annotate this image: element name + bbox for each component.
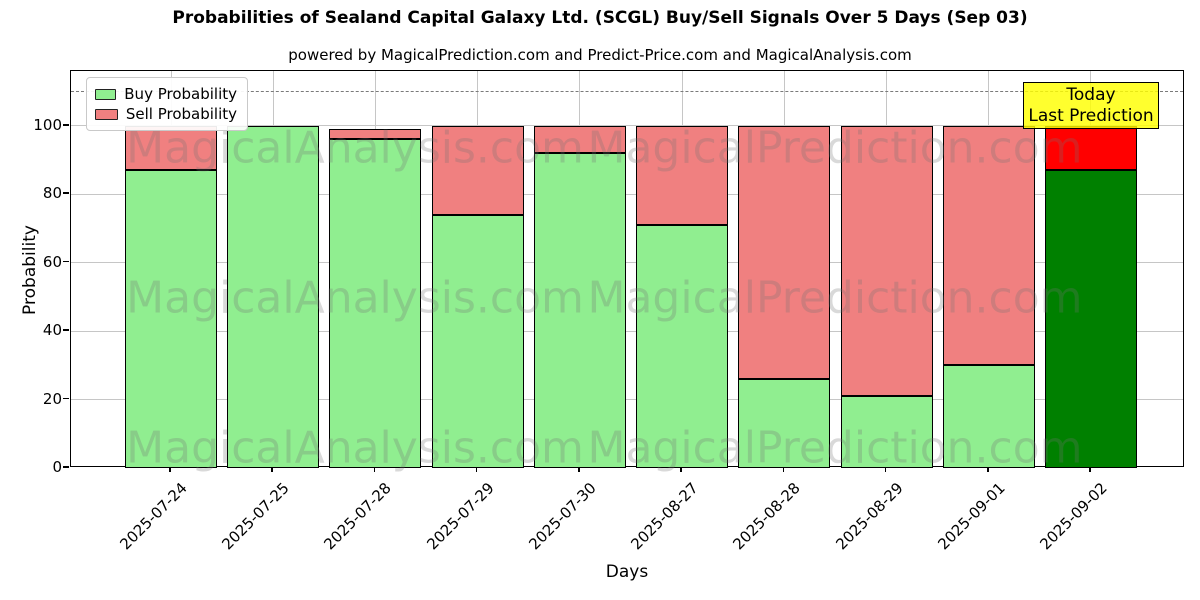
- bar-buy-segment: [227, 125, 320, 468]
- bar-buy-segment: [125, 170, 217, 468]
- y-gridline: [71, 262, 1183, 264]
- bar-buy-segment: [840, 396, 933, 468]
- bar-buy-segment-today: [1044, 170, 1137, 468]
- bar-buy-segment: [533, 153, 626, 468]
- plot-area: Buy Probability Sell Probability Today L…: [70, 70, 1184, 468]
- x-tick-mark: [578, 467, 580, 472]
- y-tick-label: 0: [52, 458, 62, 476]
- bar-sell-segment: [431, 125, 524, 215]
- y-tick-label: 40: [42, 321, 62, 340]
- legend: Buy Probability Sell Probability: [86, 77, 248, 131]
- sell-probability-swatch: [95, 108, 118, 120]
- y-tick-mark: [63, 124, 69, 126]
- x-tick-label: 2025-08-29: [831, 479, 907, 554]
- chart-title: Probabilities of Sealand Capital Galaxy …: [172, 8, 1028, 28]
- x-tick-mark: [782, 467, 785, 472]
- bar-sell-segment: [942, 125, 1035, 366]
- y-tick-mark: [63, 329, 69, 331]
- legend-sell-label: Sell Probability: [125, 105, 237, 123]
- x-tick-mark: [1089, 467, 1091, 472]
- bar-buy-segment: [738, 379, 831, 468]
- bar-buy-segment: [431, 214, 524, 468]
- x-tick-mark: [271, 467, 273, 472]
- x-tick-mark: [884, 467, 887, 472]
- y-tick-label: 100: [33, 115, 62, 134]
- y-tick-label: 20: [42, 389, 62, 408]
- bar-sell-segment: [329, 129, 422, 140]
- bar-sell-segment: [533, 125, 626, 154]
- annotation-line-today: Today: [1066, 84, 1116, 105]
- bar-buy-segment: [942, 365, 1035, 468]
- legend-buy-label: Buy Probability: [124, 85, 237, 103]
- bar-sell-segment-today: [1044, 125, 1137, 171]
- y-tick-mark: [63, 466, 69, 468]
- y-gridline: [71, 399, 1183, 401]
- annotation-line-last-prediction: Last Prediction: [1028, 105, 1154, 126]
- legend-item-buy: Buy Probability: [95, 84, 237, 104]
- x-axis-label: Days: [605, 562, 649, 582]
- x-tick-label: 2025-07-24: [116, 479, 191, 554]
- x-tick-label: 2025-07-30: [525, 479, 600, 554]
- dashed-threshold-line: [71, 90, 1183, 92]
- bar-sell-segment: [738, 125, 831, 379]
- bar-buy-segment: [329, 139, 422, 468]
- today-annotation: Today Last Prediction: [1023, 82, 1159, 129]
- y-tick-mark: [63, 397, 69, 400]
- x-tick-label: 2025-08-27: [627, 479, 702, 554]
- x-tick-mark: [475, 467, 478, 472]
- buy-probability-swatch: [95, 88, 117, 100]
- x-tick-mark: [169, 467, 171, 472]
- x-tick-mark: [987, 467, 989, 472]
- y-gridline: [71, 125, 1183, 127]
- x-tick-label: 2025-07-28: [320, 479, 396, 554]
- y-tick-mark: [63, 260, 69, 263]
- legend-item-sell: Sell Probability: [95, 104, 237, 124]
- x-tick-label: 2025-07-29: [423, 479, 498, 554]
- y-tick-label: 60: [42, 252, 62, 271]
- x-tick-mark: [373, 467, 376, 472]
- bar-sell-segment: [636, 125, 729, 225]
- bar-sell-segment: [840, 125, 933, 397]
- x-tick-mark: [680, 467, 682, 472]
- x-tick-label: 2025-09-01: [934, 479, 1009, 554]
- y-gridline: [71, 193, 1183, 195]
- x-tick-label: 2025-09-02: [1036, 479, 1111, 554]
- bar-buy-segment: [636, 225, 729, 468]
- chart-subtitle: powered by MagicalPrediction.com and Pre…: [288, 46, 912, 64]
- x-tick-label: 2025-08-28: [729, 479, 805, 554]
- y-gridline: [71, 330, 1183, 332]
- y-tick-label: 80: [42, 184, 62, 203]
- x-tick-label: 2025-07-25: [218, 479, 293, 554]
- y-tick-mark: [63, 192, 69, 194]
- bar-sell-segment: [125, 125, 217, 171]
